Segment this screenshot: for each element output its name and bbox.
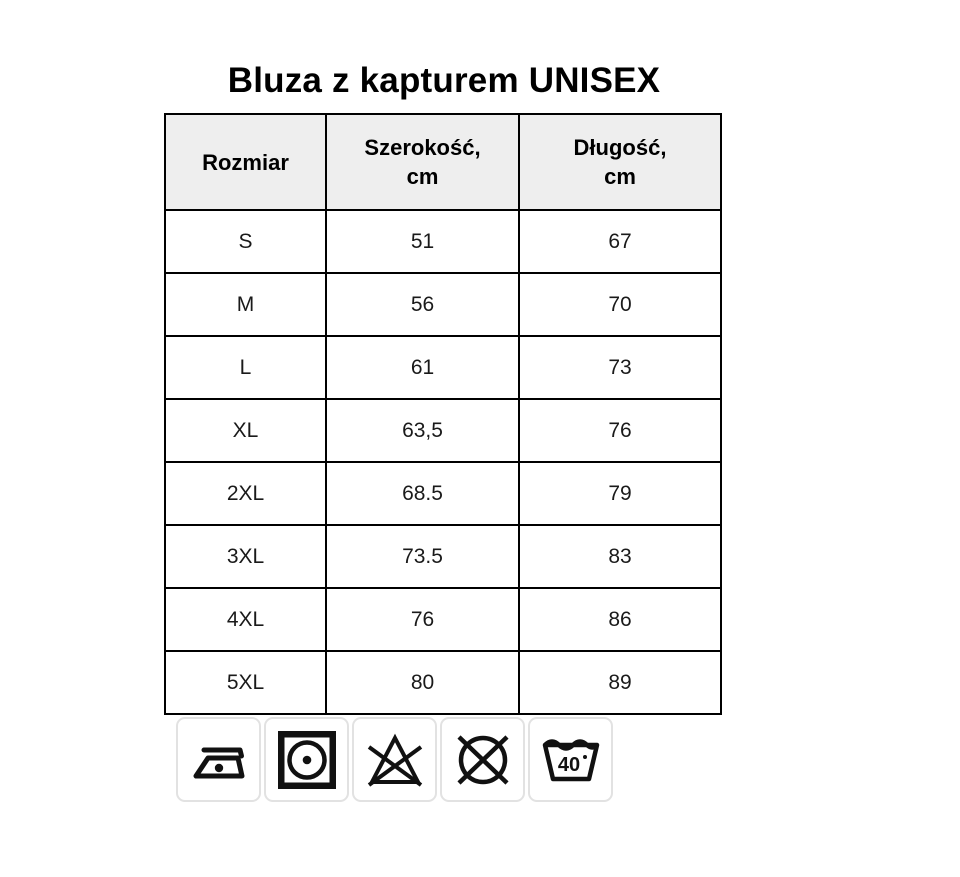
cell-size: XL	[164, 398, 327, 463]
table-header-row: Rozmiar Szerokość, cm Długość, cm	[164, 113, 722, 211]
page-title: Bluza z kapturem UNISEX	[227, 61, 661, 100]
column-header-length: Długość, cm	[518, 113, 722, 211]
iron-low-heat-icon	[188, 736, 250, 784]
cell-width: 56	[325, 272, 520, 337]
cell-width: 63,5	[325, 398, 520, 463]
cell-size: M	[164, 272, 327, 337]
cell-length: 67	[518, 209, 722, 274]
column-header-size: Rozmiar	[164, 113, 327, 211]
care-symbol-do-not-bleach	[352, 717, 437, 802]
care-symbol-iron	[176, 717, 261, 802]
care-symbol-do-not-dry-clean	[440, 717, 525, 802]
table-row: M 56 70	[164, 272, 722, 337]
cell-size: S	[164, 209, 327, 274]
cell-width: 68.5	[325, 461, 520, 526]
table-row: S 51 67	[164, 209, 722, 274]
table-row: XL 63,5 76	[164, 398, 722, 463]
cell-size: 5XL	[164, 650, 327, 715]
table-row: 2XL 68.5 79	[164, 461, 722, 526]
cell-length: 89	[518, 650, 722, 715]
do-not-bleach-icon	[365, 733, 425, 787]
column-header-size-line1: Rozmiar	[202, 149, 289, 175]
cell-size: 3XL	[164, 524, 327, 589]
cell-length: 73	[518, 335, 722, 400]
care-symbol-wash-40: 40	[528, 717, 613, 802]
wash-temperature-label: 40	[557, 754, 579, 776]
wash-40-icon: 40	[540, 735, 602, 785]
cell-width: 80	[325, 650, 520, 715]
cell-size: 2XL	[164, 461, 327, 526]
cell-length: 83	[518, 524, 722, 589]
table-row: 4XL 76 86	[164, 587, 722, 652]
column-header-width: Szerokość, cm	[325, 113, 520, 211]
size-table: Rozmiar Szerokość, cm Długość, cm S 51 6…	[164, 113, 722, 715]
cell-length: 86	[518, 587, 722, 652]
table-row: 3XL 73.5 83	[164, 524, 722, 589]
care-symbols-row: 40	[176, 717, 613, 802]
column-header-length-line1: Długość,	[573, 135, 667, 160]
table-row: L 61 73	[164, 335, 722, 400]
column-header-width-line1: Szerokość,	[364, 135, 481, 160]
cell-width: 51	[325, 209, 520, 274]
cell-width: 61	[325, 335, 520, 400]
cell-length: 70	[518, 272, 722, 337]
column-header-width-line2: cm	[406, 164, 439, 189]
cell-width: 76	[325, 587, 520, 652]
tumble-dry-icon	[277, 730, 336, 789]
cell-length: 79	[518, 461, 722, 526]
do-not-dry-clean-icon	[454, 731, 512, 789]
cell-size: 4XL	[164, 587, 327, 652]
column-header-length-line2: cm	[604, 164, 636, 189]
cell-size: L	[164, 335, 327, 400]
table-row: 5XL 80 89	[164, 650, 722, 715]
cell-width: 73.5	[325, 524, 520, 589]
care-symbol-tumble-dry	[264, 717, 349, 802]
cell-length: 76	[518, 398, 722, 463]
